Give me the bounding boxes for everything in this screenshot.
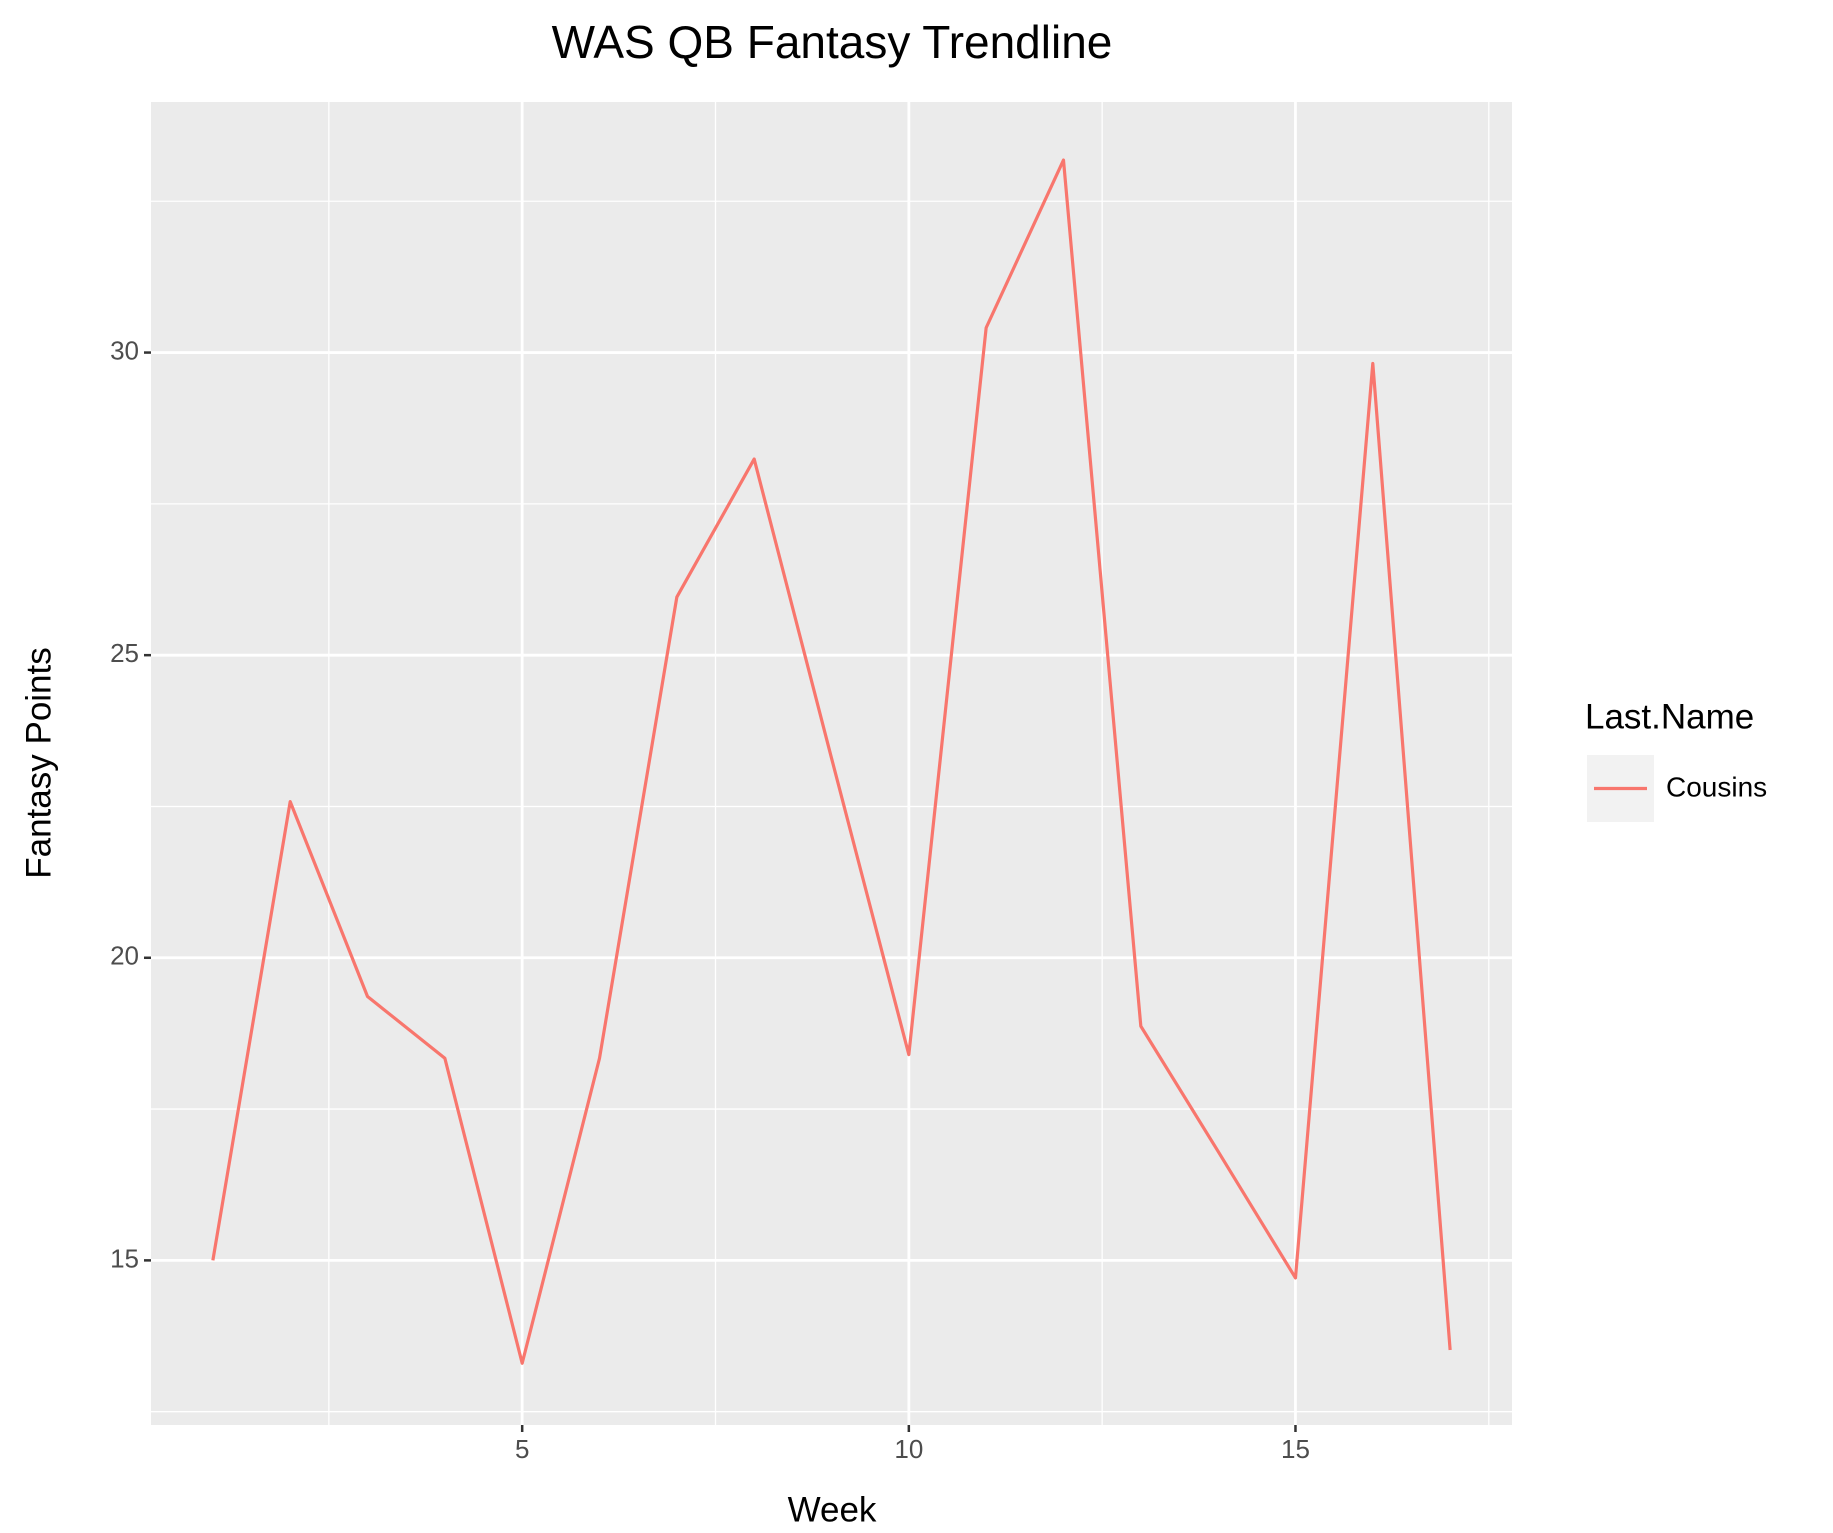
y-tick-label: 30 xyxy=(110,335,139,365)
x-tick-label: 15 xyxy=(1281,1434,1310,1464)
chart-title: WAS QB Fantasy Trendline xyxy=(552,16,1113,68)
x-tick-label: 10 xyxy=(894,1434,923,1464)
legend-title: Last.Name xyxy=(1585,697,1754,736)
legend-label: Cousins xyxy=(1666,771,1767,802)
x-axis-title: Week xyxy=(788,1490,877,1529)
y-tick-label: 15 xyxy=(110,1243,139,1273)
y-tick-label: 20 xyxy=(110,941,139,971)
y-axis-title: Fantasy Points xyxy=(19,647,58,879)
x-tick-label: 5 xyxy=(515,1434,529,1464)
y-tick-label: 25 xyxy=(110,638,139,668)
data-line xyxy=(211,158,1452,1365)
